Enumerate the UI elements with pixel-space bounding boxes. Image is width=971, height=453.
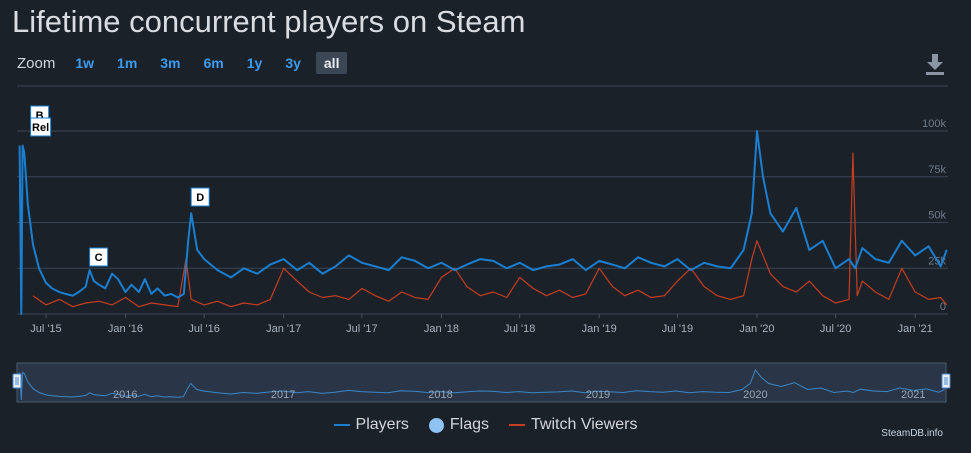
flag-marker-c[interactable]: C <box>89 247 109 267</box>
page-title: Lifetime concurrent players on Steam <box>12 4 526 39</box>
legend-item-twitch[interactable]: Twitch Viewers <box>509 416 637 434</box>
download-icon[interactable] <box>924 52 946 76</box>
flag-label: C <box>95 252 103 264</box>
flag-label: D <box>196 192 204 204</box>
players-series-line <box>18 130 948 315</box>
legend-label-players: Players <box>355 416 409 433</box>
zoom-3m-button[interactable]: 3m <box>160 55 181 71</box>
legend-item-players[interactable]: Players <box>333 416 409 434</box>
zoom-6m-button[interactable]: 6m <box>203 55 224 71</box>
players-legend-swatch <box>333 424 350 426</box>
x-tick-label: Jan '19 <box>582 323 617 335</box>
twitch-legend-swatch <box>509 424 526 426</box>
legend-label-flags: Flags <box>449 416 490 433</box>
y-tick-label: 50k <box>928 210 946 222</box>
navigator-year-label: 2019 <box>586 389 610 401</box>
navigator-year-label: 2018 <box>428 389 452 401</box>
legend: Players Flags Twitch Viewers <box>0 416 971 434</box>
zoom-label: Zoom <box>17 54 56 72</box>
x-tick-label: Jul '16 <box>188 323 219 335</box>
x-tick-label: Jan '16 <box>108 323 143 335</box>
navigator-right-handle[interactable] <box>941 373 951 389</box>
flag-marker-rel[interactable]: Rel <box>30 117 52 137</box>
navigator-year-label: 2016 <box>113 389 137 401</box>
zoom-1w-button[interactable]: 1w <box>75 55 95 71</box>
x-tick-label: Jan '18 <box>424 323 459 335</box>
flag-label: Rel <box>32 122 49 134</box>
x-tick-label: Jul '18 <box>504 323 535 335</box>
zoom-all-button[interactable]: all <box>315 52 348 74</box>
flag-label: B <box>36 110 44 122</box>
twitch-series-line <box>32 152 948 308</box>
x-tick-label: Jul '15 <box>30 323 61 335</box>
y-tick-label: 100k <box>922 118 946 130</box>
navigator-series-line <box>19 369 945 401</box>
x-tick-label: Jan '20 <box>739 323 774 335</box>
zoom-1m-button[interactable]: 1m <box>117 55 138 71</box>
credit-label: SteamDB.info <box>881 428 943 439</box>
y-tick-label: 0 <box>940 301 946 313</box>
zoom-bar: Zoom 1w 1m 3m 6m 1y 3y all <box>17 52 354 74</box>
legend-label-twitch: Twitch Viewers <box>531 416 638 433</box>
x-tick-label: Jul '20 <box>820 323 851 335</box>
navigator-left-handle[interactable] <box>12 373 22 389</box>
navigator-year-label: 2021 <box>901 389 925 401</box>
legend-item-flags[interactable]: Flags <box>428 416 490 434</box>
x-tick-label: Jan '17 <box>266 323 301 335</box>
x-tick-label: Jul '17 <box>346 323 377 335</box>
y-tick-label: 75k <box>928 164 946 176</box>
navigator-year-label: 2017 <box>271 389 295 401</box>
navigator-year-label: 2020 <box>743 389 767 401</box>
flags-legend-swatch <box>428 417 444 433</box>
x-tick-label: Jul '19 <box>662 323 693 335</box>
zoom-1y-button[interactable]: 1y <box>246 55 263 71</box>
x-tick-label: Jan '21 <box>898 323 933 335</box>
flag-marker-d[interactable]: D <box>190 187 210 207</box>
zoom-3y-button[interactable]: 3y <box>285 55 301 71</box>
